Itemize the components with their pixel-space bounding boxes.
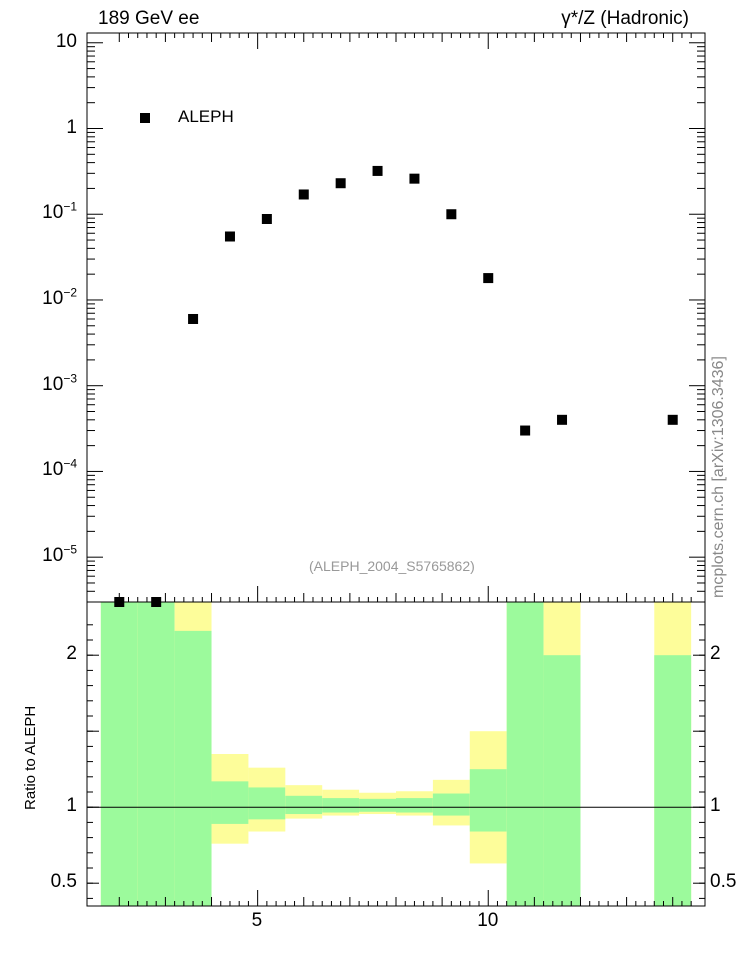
- ratio-y-tick-left-2: 0.5: [50, 871, 77, 893]
- band-inner-4: [248, 787, 286, 820]
- band-inner-3: [211, 781, 249, 824]
- analysis-reference: (ALEPH_2004_S5765862): [309, 558, 475, 574]
- data-point-9: [446, 209, 457, 220]
- band-inner-2: [174, 630, 212, 906]
- band-inner-5: [285, 795, 323, 815]
- ratio-y-tick-right-0: 2: [710, 643, 721, 665]
- x-tick-label-1: 10: [477, 910, 499, 931]
- data-point-12: [557, 414, 568, 425]
- data-point-10: [483, 273, 494, 284]
- side-label: mcplots.cern.ch [arXiv:1306.3436]: [710, 356, 727, 598]
- y-tick-label-2: 10−1: [42, 199, 77, 224]
- x-tick-label-0: 5: [251, 910, 263, 931]
- band-inner-10: [469, 769, 507, 832]
- ratio-y-tick-left-1: 1: [66, 795, 77, 817]
- y-tick-label-5: 10−4: [42, 457, 77, 481]
- band-inner-8: [396, 798, 433, 813]
- data-markers: [114, 165, 678, 607]
- data-point-5: [298, 189, 309, 200]
- plot-header-left: 189 GeV ee: [98, 8, 200, 29]
- band-inner-0: [100, 602, 138, 906]
- legend-marker: [140, 113, 150, 123]
- data-point-4: [261, 213, 272, 224]
- data-point-11: [520, 425, 531, 436]
- y-tick-label-1: 1: [66, 116, 77, 138]
- ratio-y-tick-right-1: 1: [710, 795, 721, 817]
- band-inner-6: [322, 798, 360, 813]
- band-inner-11: [506, 602, 544, 906]
- legend-label: ALEPH: [178, 107, 234, 126]
- data-point-3: [224, 231, 235, 242]
- data-point-2: [188, 313, 199, 324]
- axis-ticks: [87, 33, 705, 906]
- band-inner-9: [432, 793, 470, 816]
- band-inner-13: [654, 655, 692, 906]
- data-point-13: [667, 414, 678, 425]
- band-inner-12: [543, 655, 581, 906]
- data-point-7: [372, 165, 383, 176]
- y-tick-label-0: 10: [55, 30, 77, 52]
- ratio-y-axis-label: Ratio to ALEPH: [22, 705, 39, 810]
- ratio-bands: [100, 602, 692, 906]
- y-tick-label-4: 10−3: [42, 371, 77, 395]
- band-inner-7: [359, 798, 396, 812]
- data-point-6: [335, 178, 346, 189]
- data-point-8: [409, 173, 420, 184]
- plot-header-right: γ*/Z (Hadronic): [561, 8, 689, 29]
- band-inner-1: [137, 602, 175, 906]
- ratio-y-tick-right-2: 0.5: [710, 871, 737, 893]
- y-tick-label-3: 10−2: [42, 285, 77, 309]
- y-tick-label-6: 10−5: [42, 542, 77, 567]
- ratio-y-tick-left-0: 2: [66, 643, 77, 665]
